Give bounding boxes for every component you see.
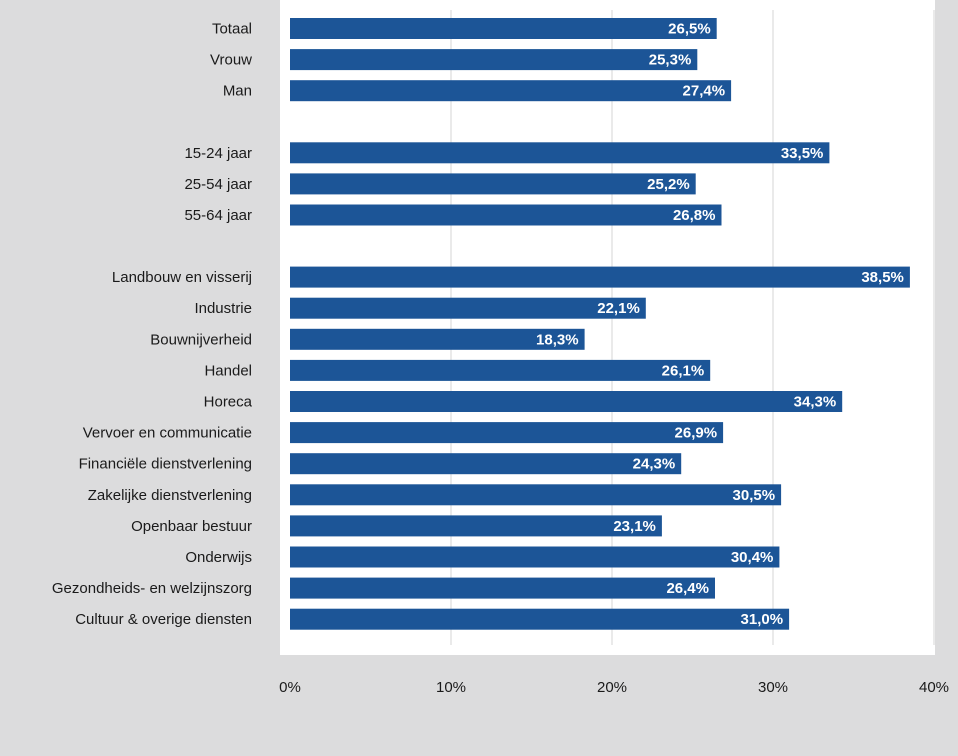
category-label: Onderwijs [185,549,252,566]
category-label: 15-24 jaar [184,145,252,162]
bar [290,328,585,350]
plot-area [280,0,935,655]
value-label: 25,2% [647,176,690,193]
value-label: 23,1% [613,518,656,535]
x-tick-label: 20% [597,679,627,696]
value-label: 26,1% [662,362,705,379]
bar [290,515,662,537]
value-label: 38,5% [861,269,904,286]
bar [290,80,732,102]
value-label: 24,3% [633,456,676,473]
bar [290,577,715,599]
category-label: Horeca [204,394,253,411]
category-label: Industrie [194,300,252,317]
bar [290,608,790,630]
bar [290,484,782,506]
bar [290,18,717,39]
value-label: 30,4% [731,549,774,566]
value-label: 30,5% [733,487,776,504]
bar [290,422,724,444]
x-tick-label: 40% [919,679,949,696]
bar [290,297,646,319]
x-tick-label: 10% [436,679,466,696]
bar [290,453,682,475]
value-label: 34,3% [794,394,837,411]
category-label: Landbouw en visserij [112,269,252,286]
bar [290,49,698,71]
category-label: Gezondheids- en welzijnszorg [52,580,252,597]
value-label: 31,0% [741,611,784,628]
value-label: 25,3% [649,52,692,69]
value-label: 26,4% [666,580,709,597]
category-label: Totaal [212,21,252,38]
bar [290,359,711,381]
category-label: Vervoer en communicatie [83,425,252,442]
bar [290,204,722,226]
value-label: 33,5% [781,145,824,162]
bar [290,142,830,164]
category-label: Bouwnijverheid [150,331,252,348]
value-label: 18,3% [536,331,579,348]
bar [290,173,696,195]
bar [290,391,843,412]
category-label: Openbaar bestuur [131,518,252,535]
x-tick-label: 30% [758,679,788,696]
bar [290,266,910,288]
category-label: Zakelijke dienstverlening [88,487,252,504]
category-label: 55-64 jaar [184,207,252,224]
value-label: 26,8% [673,207,716,224]
value-label: 26,5% [668,21,711,38]
labels: 0% 10% 20% 30% 40% Totaal 26,5% Vrouw 25,3% Man 27… [52,21,949,697]
bar [290,546,780,568]
category-label: Financiële dienstverlening [79,456,252,473]
value-label: 26,9% [675,425,718,442]
value-label: 27,4% [683,83,726,100]
value-label: 22,1% [597,300,640,317]
category-label: Handel [204,362,252,379]
category-label: Vrouw [210,52,252,69]
category-label: Man [223,83,252,100]
gridlines [450,10,935,645]
x-tick-label: 0% [279,679,301,696]
category-label: Cultuur & overige diensten [75,611,252,628]
category-label: 25-54 jaar [184,176,252,193]
bars [290,18,910,630]
